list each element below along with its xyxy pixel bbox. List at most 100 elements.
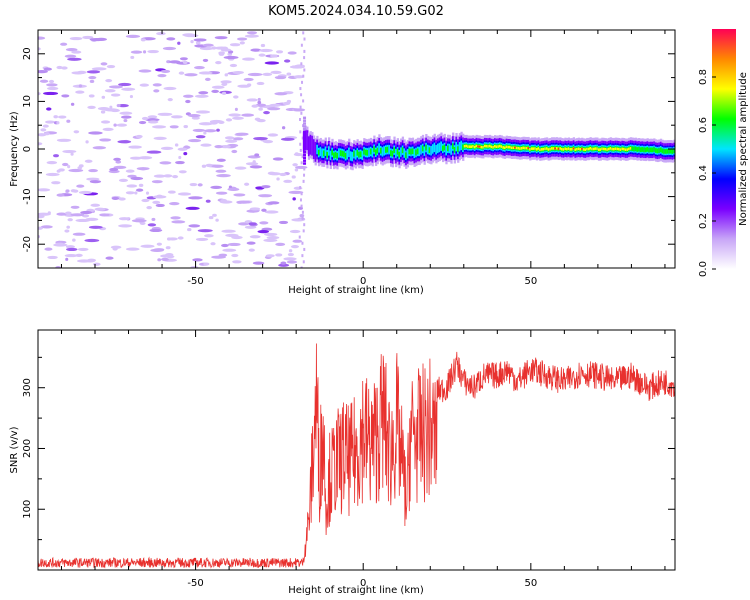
spectrogram-noise-cell bbox=[223, 55, 239, 60]
spectrogram-signal-cell bbox=[303, 153, 307, 157]
spectrogram-noise-cell bbox=[64, 229, 70, 233]
spectrogram-signal-cell bbox=[639, 147, 643, 153]
spectrogram-signal-cell bbox=[495, 145, 498, 148]
spectrogram-signal-cell bbox=[433, 142, 436, 153]
spectrogram-noise-cell bbox=[259, 221, 269, 225]
spectrogram-noise-cell bbox=[195, 135, 206, 139]
spectrogram-noise-cell bbox=[276, 50, 284, 54]
spectrogram-signal-cell bbox=[304, 129, 307, 150]
spectrogram-signal-cell bbox=[480, 145, 483, 149]
spectrogram-signal-cell bbox=[390, 150, 393, 156]
spectrogram-signal-cell bbox=[552, 147, 555, 150]
spectrogram-noise-cell bbox=[157, 258, 162, 262]
spectrogram-noise-cell bbox=[97, 107, 110, 111]
spectrogram-noise-cell bbox=[155, 203, 165, 208]
spectrogram-signal-cell bbox=[420, 145, 423, 155]
spectrogram-noise-cell bbox=[82, 35, 94, 40]
spectrogram-signal-cell bbox=[648, 147, 651, 153]
spectrogram-signal-cell bbox=[465, 144, 468, 148]
spectrogram-noise-cell bbox=[86, 177, 100, 181]
spectrogram-signal-cell bbox=[359, 151, 363, 158]
spectrogram-signal-cell bbox=[636, 147, 639, 152]
spectrogram-noise-cell bbox=[146, 206, 152, 210]
spectrogram-noise-cell bbox=[157, 112, 173, 116]
spectrogram-noise-cell bbox=[246, 83, 252, 87]
spectrogram-signal-cell bbox=[512, 146, 515, 150]
spectrogram-signal-cell bbox=[567, 147, 570, 150]
spectrogram-noise-cell bbox=[228, 185, 233, 189]
spectrogram-noise-cell bbox=[94, 207, 106, 211]
spectrogram-noise-cell bbox=[275, 242, 286, 246]
spectrogram-noise-cell bbox=[147, 120, 159, 124]
spectrogram-noise-cell bbox=[141, 198, 150, 203]
spectrogram-noise-cell bbox=[169, 202, 180, 206]
spectrogram-noise-cell bbox=[156, 31, 166, 36]
spectrogram-signal-cell bbox=[410, 148, 413, 155]
spectrogram-noise-cell bbox=[286, 260, 298, 264]
spectrogram-noise-cell bbox=[135, 134, 143, 139]
spectrogram-signal-cell bbox=[468, 145, 472, 148]
spectrogram-signal-cell bbox=[396, 148, 400, 155]
spectrogram-noise-cell bbox=[302, 179, 305, 183]
spectrogram-signal-cell bbox=[453, 146, 457, 153]
spectrogram-signal-cell bbox=[663, 149, 666, 154]
spectrogram-signal-cell bbox=[661, 148, 664, 154]
spectrogram-noise-cell bbox=[46, 107, 52, 111]
spectrogram-noise-cell bbox=[220, 80, 232, 84]
spectrogram-noise-cell bbox=[266, 235, 280, 240]
spectrogram-signal-cell bbox=[500, 145, 503, 148]
spectrogram-noise-cell bbox=[198, 122, 213, 126]
spectrogram-noise-cell bbox=[56, 212, 67, 216]
spectrogram-noise-cell bbox=[67, 218, 73, 222]
spectrogram-noise-cell bbox=[88, 225, 103, 229]
spectrogram-noise-cell bbox=[259, 48, 273, 53]
spectrogram-noise-cell bbox=[299, 198, 302, 202]
spectrogram-noise-cell bbox=[177, 147, 188, 151]
spectrogram-noise-cell bbox=[195, 41, 201, 45]
spectrogram-noise-cell bbox=[203, 262, 210, 266]
spectrogram-noise-cell bbox=[190, 265, 199, 268]
spectrogram-noise-cell bbox=[157, 74, 167, 78]
spectrogram-noise-cell bbox=[104, 89, 116, 93]
spectrogram-noise-cell bbox=[221, 229, 236, 233]
spectrogram-noise-cell bbox=[125, 34, 141, 38]
spectrogram-signal-cell bbox=[324, 146, 327, 156]
spectrogram-noise-cell bbox=[204, 234, 214, 238]
spectrogram-noise-cell bbox=[262, 140, 274, 144]
spectrogram-signal-cell bbox=[550, 147, 554, 150]
spectrogram-noise-cell bbox=[139, 83, 150, 87]
spectrogram-y-tick-label: 20 bbox=[22, 47, 33, 60]
spectrogram-noise-cell bbox=[160, 254, 172, 258]
spectrogram-noise-cell bbox=[205, 199, 211, 203]
spectrogram-signal-cell bbox=[307, 136, 311, 157]
spectrogram-noise-cell bbox=[159, 161, 172, 165]
spectrogram-signal-cell bbox=[502, 146, 505, 149]
spectrogram-noise-cell bbox=[126, 184, 138, 188]
spectrogram-signal-cell bbox=[348, 147, 351, 158]
spectrogram-noise-cell bbox=[110, 245, 122, 249]
spectrogram-signal-cell bbox=[425, 144, 428, 151]
spectrogram-noise-cell bbox=[105, 79, 113, 83]
spectrogram-noise-cell bbox=[216, 174, 231, 178]
spectrogram-signal-cell bbox=[378, 143, 381, 153]
spectrogram-noise-cell bbox=[113, 123, 117, 127]
spectrogram-noise-cell bbox=[246, 31, 258, 35]
spectrogram-signal-cell bbox=[303, 128, 307, 131]
spectrogram-noise-cell bbox=[65, 189, 70, 193]
spectrogram-noise-cell bbox=[197, 229, 213, 233]
spectrogram-signal-cell bbox=[303, 122, 307, 125]
spectrogram-noise-cell bbox=[302, 260, 305, 264]
spectrogram-noise-cell bbox=[160, 257, 169, 261]
spectrogram-noise-cell bbox=[53, 115, 58, 119]
spectrogram-noise-cell bbox=[302, 31, 305, 35]
spectrogram-noise-cell bbox=[216, 128, 220, 132]
spectrogram-signal-cell bbox=[381, 147, 384, 157]
spectrogram-noise-cell bbox=[151, 180, 163, 184]
spectrogram-signal-cell bbox=[505, 145, 508, 149]
spectrogram-signal-cell bbox=[664, 149, 668, 154]
spectrogram-noise-cell bbox=[299, 130, 302, 134]
spectrogram-signal-cell bbox=[339, 150, 343, 156]
spectrogram-noise-cell bbox=[301, 136, 304, 140]
spectrogram-signal-cell bbox=[398, 151, 401, 158]
spectrogram-signal-cell bbox=[303, 150, 307, 154]
